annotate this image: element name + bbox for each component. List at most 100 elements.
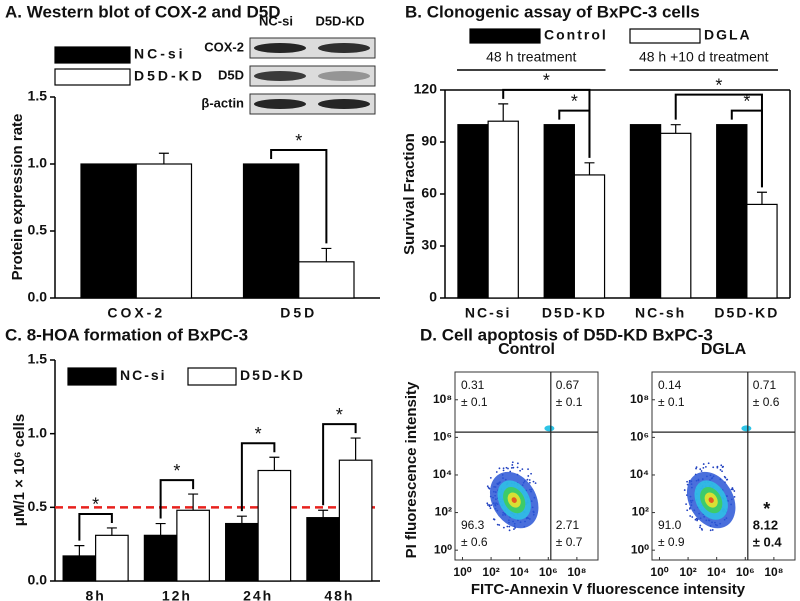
event-dot <box>695 467 697 470</box>
significance-label: * <box>571 91 578 111</box>
blot-row-label: COX-2 <box>204 39 244 54</box>
blot-strip <box>249 93 376 115</box>
event-dot <box>701 528 704 531</box>
bar <box>143 534 178 582</box>
error-bar <box>670 124 681 134</box>
y-tick-label: 0.5 <box>28 222 48 238</box>
y-axis-title: PI fluorescence intensity <box>403 381 420 558</box>
x-tick-label: NC-sh <box>635 305 686 321</box>
y-tick-label: 10² <box>632 505 649 519</box>
event-dot <box>720 464 723 467</box>
event-dot <box>512 466 515 469</box>
error-bar <box>158 152 169 164</box>
bar <box>543 124 575 299</box>
error-bar <box>106 527 117 536</box>
x-tick-label: 10² <box>679 565 696 579</box>
event-dot <box>508 529 511 532</box>
event-dot <box>487 486 490 489</box>
event-dot <box>732 488 734 491</box>
event-dot <box>506 525 509 528</box>
event-dot <box>691 516 694 518</box>
event-dot <box>685 503 688 506</box>
panel-frame <box>454 371 599 561</box>
x-tick-label: 10² <box>482 565 499 579</box>
event-dot <box>498 467 501 470</box>
event-dot <box>696 519 698 522</box>
significance-label: * <box>255 424 262 444</box>
quadrant-error: ± 0.9 <box>658 535 685 549</box>
quadrant-error: ± 0.1 <box>556 395 583 409</box>
group-label: 48 h +10 d treatment <box>639 49 769 65</box>
legend-swatch <box>629 28 701 44</box>
quadrant-value: 2.71 <box>556 518 580 532</box>
legend-swatch <box>187 367 237 386</box>
event-dot <box>683 489 686 491</box>
error-bar <box>756 191 767 205</box>
event-dot <box>489 476 492 479</box>
event-dot <box>700 470 703 472</box>
x-tick-label: 12h <box>162 588 192 601</box>
legend-label: NC-si <box>120 367 167 383</box>
legend-swatch <box>54 68 131 86</box>
bar <box>306 517 340 582</box>
y-tick-label: 60 <box>421 185 437 201</box>
y-tick-label: 0.0 <box>28 289 48 305</box>
blot-row-label: D5D <box>218 67 244 82</box>
event-dot <box>534 482 537 485</box>
y-tick-label: 120 <box>414 81 438 97</box>
event-dot <box>511 461 514 464</box>
x-tick-label: 10⁴ <box>510 565 529 579</box>
significance-bracket <box>502 88 591 158</box>
blot-strip <box>249 65 376 87</box>
event-dot <box>513 528 515 530</box>
x-tick-label: D5D <box>280 305 317 321</box>
y-axis-title: Survival Fraction <box>401 133 418 255</box>
blot-band <box>254 71 306 81</box>
legend-label: NC-si <box>134 46 186 62</box>
panel-title: Control <box>498 341 555 358</box>
density-contour <box>741 425 752 432</box>
quadrant-error: ± 0.6 <box>753 395 780 409</box>
y-tick-label: 10⁴ <box>630 467 649 481</box>
event-dot <box>730 488 733 491</box>
blot-band <box>254 99 306 109</box>
y-tick-label: 1.5 <box>28 351 48 367</box>
x-tick-label: D5D-KD <box>714 305 779 321</box>
error-bar <box>155 522 166 536</box>
x-tick-label: 10⁶ <box>736 565 755 579</box>
bar <box>746 203 778 299</box>
event-dot <box>699 524 702 527</box>
quadrant-value: 8.12 <box>753 517 778 532</box>
y-tick-label: 10⁶ <box>433 430 452 444</box>
bar <box>457 124 489 299</box>
density-contour <box>511 497 517 503</box>
x-tick-label: 10⁸ <box>764 565 783 579</box>
significance-label: * <box>743 91 750 111</box>
event-dot <box>527 475 530 477</box>
event-dot <box>707 462 710 465</box>
event-dot <box>496 523 499 526</box>
blot-band <box>318 99 370 109</box>
event-dot <box>733 490 736 492</box>
chart-title: B. Clonogenic assay of BxPC-3 cells <box>405 2 700 21</box>
significance-label: * <box>715 75 722 95</box>
bar <box>242 163 300 299</box>
event-dot <box>516 466 519 469</box>
event-dot <box>532 480 535 483</box>
event-dot <box>702 466 705 469</box>
event-dot <box>712 466 715 469</box>
event-dot <box>508 525 511 528</box>
event-dot <box>519 469 522 472</box>
x-tick-label: 24h <box>243 588 273 601</box>
event-dot <box>686 480 688 483</box>
x-tick-label: 8h <box>85 588 105 601</box>
error-bar <box>584 162 595 175</box>
significance-label: * <box>336 405 343 425</box>
bar <box>95 534 129 582</box>
error-bar <box>188 493 199 511</box>
bar <box>338 459 373 582</box>
bar <box>573 174 606 299</box>
quadrant-error: ± 0.7 <box>556 535 583 549</box>
legend-label: D5D-KD <box>134 68 205 84</box>
